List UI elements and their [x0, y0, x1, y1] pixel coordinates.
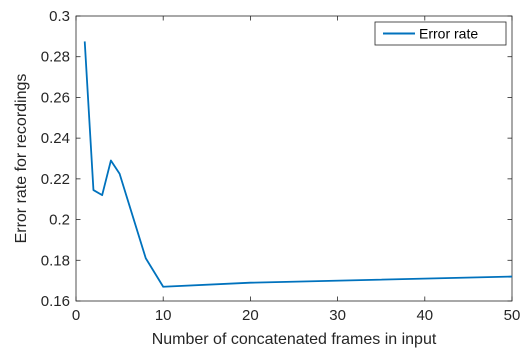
- axes-box: [75, 15, 513, 302]
- legend-label: Error rate: [419, 26, 478, 42]
- legend: Error rate: [374, 21, 507, 46]
- y-tick-label: 0.26: [41, 89, 70, 106]
- x-tick-label: 30: [329, 307, 346, 324]
- y-tick-label: 0.24: [41, 130, 70, 147]
- y-tick-label: 0.18: [41, 252, 70, 269]
- y-axis: 0.16 0.18 0.2 0.22 0.24 0.26 0.28 0.3: [41, 8, 512, 310]
- x-tick-label: 40: [416, 307, 433, 324]
- y-tick-label: 0.3: [49, 8, 70, 25]
- y-tick-label: 0.28: [41, 49, 70, 66]
- legend-box: [374, 21, 507, 46]
- y-axis-label: Error rate for recordings: [13, 74, 30, 244]
- x-axis: 0 10 20 30 40 50: [72, 16, 521, 324]
- series-line: [83, 41, 513, 288]
- y-tick-label: 0.16: [41, 293, 70, 310]
- x-axis-label: Number of concatenated frames in input: [152, 331, 437, 348]
- y-tick-label: 0.2: [49, 212, 70, 229]
- x-tick-label: 0: [72, 307, 80, 324]
- x-tick-label: 50: [504, 307, 521, 324]
- y-tick-label: 0.22: [41, 171, 70, 188]
- plot-area: [75, 15, 513, 302]
- x-tick-label: 20: [242, 307, 259, 324]
- x-tick-label: 10: [155, 307, 172, 324]
